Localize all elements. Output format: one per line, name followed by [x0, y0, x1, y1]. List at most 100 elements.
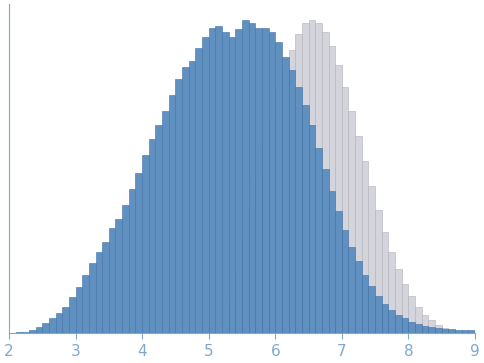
Bar [142, 155, 149, 334]
Bar [315, 23, 322, 334]
Bar [335, 211, 342, 334]
Bar [295, 87, 302, 334]
Bar [242, 241, 249, 334]
Bar [462, 333, 469, 334]
Bar [202, 37, 209, 334]
Bar [389, 310, 395, 334]
Bar [122, 205, 129, 334]
Bar [335, 65, 342, 334]
Bar [322, 169, 329, 334]
Bar [402, 318, 408, 334]
Bar [315, 148, 322, 334]
Bar [275, 92, 282, 334]
Bar [288, 50, 295, 334]
Bar [282, 69, 288, 334]
Bar [442, 328, 448, 334]
Bar [415, 307, 422, 334]
Bar [382, 303, 389, 334]
Bar [269, 32, 275, 334]
Bar [136, 174, 142, 334]
Bar [269, 119, 275, 334]
Bar [56, 313, 62, 334]
Bar [375, 296, 382, 334]
Bar [395, 315, 402, 334]
Bar [362, 276, 368, 334]
Bar [435, 325, 442, 334]
Bar [355, 136, 362, 334]
Bar [382, 232, 389, 334]
Bar [262, 28, 269, 334]
Bar [442, 329, 448, 334]
Bar [408, 297, 415, 334]
Bar [295, 34, 302, 334]
Bar [116, 219, 122, 334]
Bar [348, 247, 355, 334]
Bar [9, 333, 15, 334]
Bar [42, 323, 49, 334]
Bar [242, 20, 249, 334]
Bar [348, 111, 355, 334]
Bar [395, 269, 402, 334]
Bar [109, 228, 116, 334]
Bar [462, 330, 469, 334]
Bar [162, 111, 169, 334]
Bar [389, 252, 395, 334]
Bar [308, 125, 315, 334]
Bar [189, 61, 196, 334]
Bar [15, 333, 22, 334]
Bar [362, 161, 368, 334]
Bar [95, 252, 102, 334]
Bar [249, 208, 255, 334]
Bar [368, 286, 375, 334]
Bar [49, 318, 56, 334]
Bar [308, 20, 315, 334]
Bar [455, 330, 462, 334]
Bar [455, 331, 462, 334]
Bar [448, 329, 455, 334]
Bar [196, 48, 202, 334]
Bar [215, 26, 222, 334]
Bar [36, 327, 42, 334]
Bar [76, 287, 82, 334]
Bar [209, 28, 215, 334]
Bar [342, 230, 348, 334]
Bar [302, 23, 308, 334]
Bar [222, 32, 228, 334]
Bar [149, 139, 155, 334]
Bar [255, 177, 262, 334]
Bar [89, 263, 95, 334]
Bar [228, 302, 235, 334]
Bar [22, 332, 29, 334]
Bar [182, 67, 189, 334]
Bar [249, 23, 255, 334]
Bar [288, 70, 295, 334]
Bar [402, 284, 408, 334]
Bar [428, 320, 435, 334]
Bar [329, 46, 335, 334]
Bar [82, 276, 89, 334]
Bar [275, 42, 282, 334]
Bar [375, 209, 382, 334]
Bar [355, 261, 362, 334]
Bar [69, 297, 76, 334]
Bar [235, 272, 242, 334]
Bar [235, 29, 242, 334]
Bar [428, 327, 435, 334]
Bar [408, 322, 415, 334]
Bar [62, 307, 69, 334]
Bar [415, 324, 422, 334]
Bar [155, 125, 162, 334]
Bar [262, 147, 269, 334]
Bar [282, 57, 288, 334]
Bar [102, 242, 109, 334]
Bar [435, 328, 442, 334]
Bar [228, 37, 235, 334]
Bar [448, 330, 455, 334]
Bar [322, 32, 329, 334]
Bar [302, 105, 308, 334]
Bar [29, 330, 36, 334]
Bar [175, 79, 182, 334]
Bar [422, 315, 428, 334]
Bar [255, 28, 262, 334]
Bar [342, 87, 348, 334]
